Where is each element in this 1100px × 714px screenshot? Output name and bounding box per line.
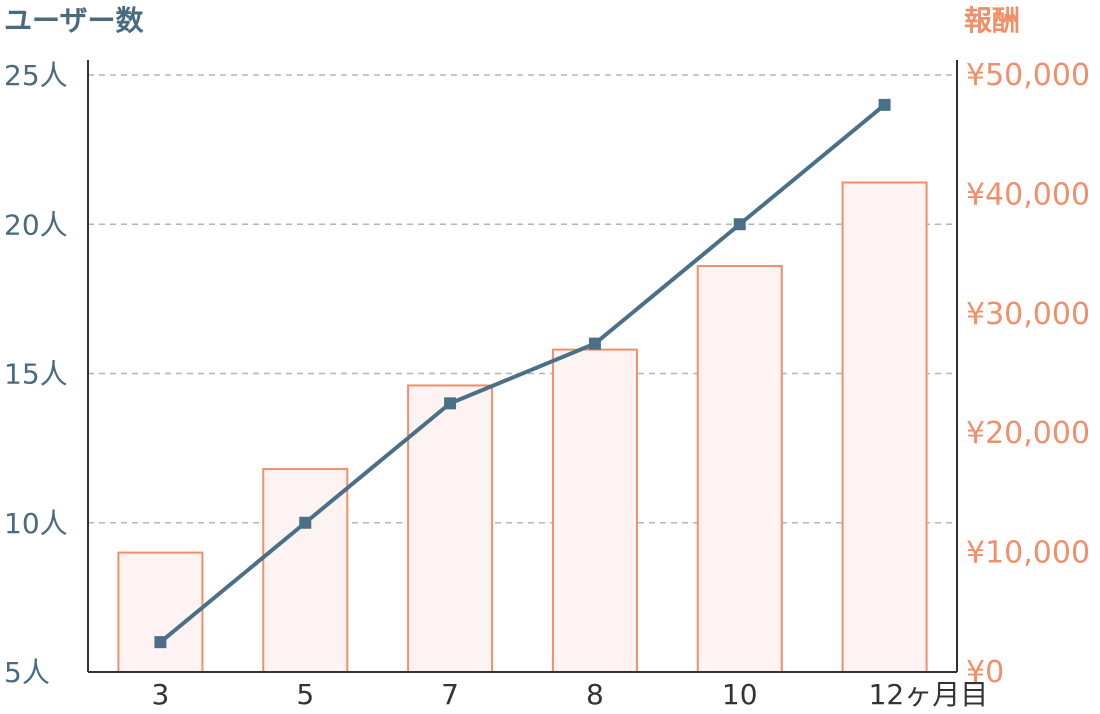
x-tick-label: 3 [152, 678, 170, 711]
x-tick-label: 5 [296, 678, 314, 711]
right-tick-label: ¥50,000 [966, 58, 1090, 93]
left-tick-label: 10人 [4, 507, 68, 540]
user-count-point [154, 636, 167, 649]
bars [117, 181, 928, 674]
gridlines [88, 74, 957, 524]
right-tick-label: ¥20,000 [966, 416, 1090, 451]
user-count-line [159, 103, 886, 644]
x-tick-label: 10 [722, 678, 758, 711]
left-tick-labels: 25人 20人 15人 10人 5人 [4, 59, 68, 689]
reward-bar [551, 348, 638, 673]
user-count-point [299, 516, 312, 529]
left-axis-title: ユーザー数 [4, 4, 144, 37]
reward-bar [696, 265, 783, 673]
x-tick-label: 7 [441, 678, 459, 711]
user-count-point [588, 337, 601, 350]
user-count-point [444, 397, 457, 410]
reward-bar [262, 468, 349, 673]
x-tick-label: 8 [586, 678, 604, 711]
right-tick-label: ¥30,000 [966, 297, 1090, 332]
right-tick-label: ¥10,000 [966, 536, 1090, 571]
reward-bar [117, 551, 204, 673]
user-count-point [878, 98, 891, 111]
left-tick-label: 25人 [4, 59, 68, 92]
left-tick-label: 15人 [4, 358, 68, 391]
user-count-point [733, 218, 746, 231]
user-line [154, 98, 891, 649]
x-tick-labels: 3 5 7 8 10 12ヶ月目 [152, 678, 989, 711]
left-tick-label: 20人 [4, 208, 68, 241]
left-tick-label: 5人 [4, 656, 50, 689]
right-tick-labels: ¥50,000 ¥40,000 ¥30,000 ¥20,000 ¥10,000 ¥0 [966, 58, 1090, 690]
reward-bar [841, 181, 928, 674]
x-tick-label: 12ヶ月目 [869, 678, 989, 711]
right-tick-label: ¥40,000 [966, 177, 1090, 212]
right-axis-title: 報酬 [964, 4, 1020, 37]
right-tick-label: ¥0 [966, 655, 1004, 690]
